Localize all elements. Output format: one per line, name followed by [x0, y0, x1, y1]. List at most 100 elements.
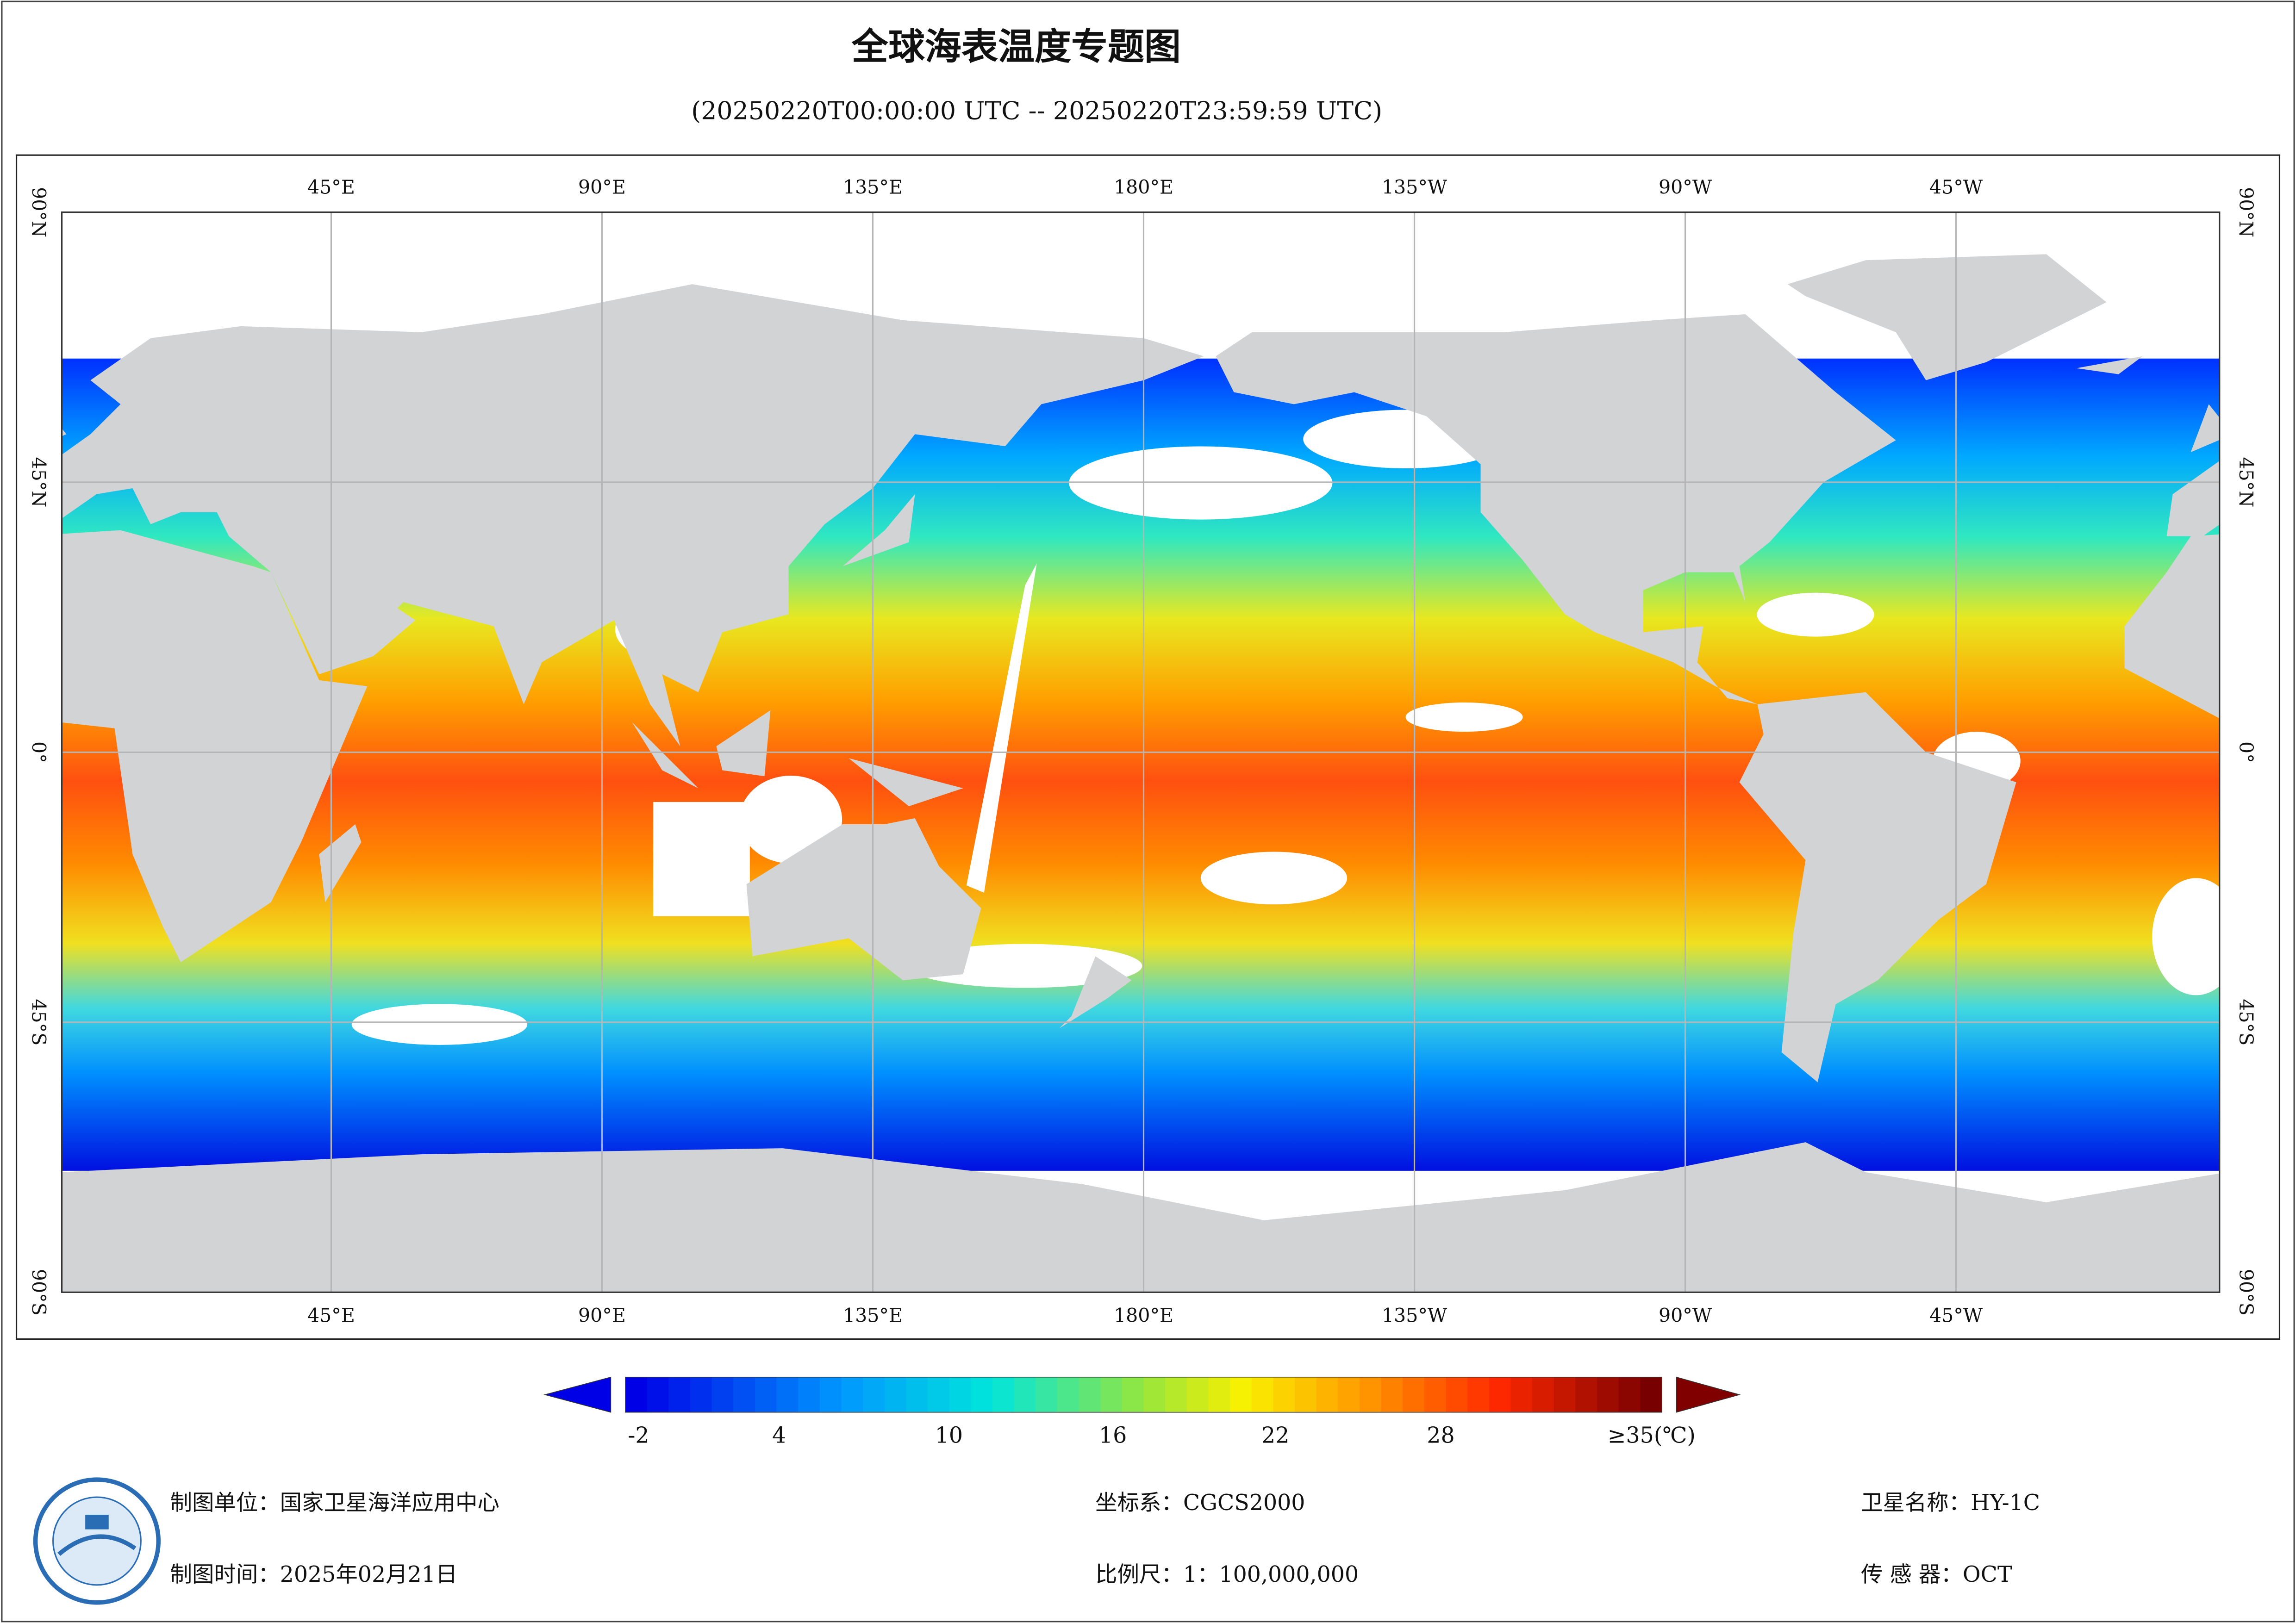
- land: [1059, 956, 1132, 1028]
- colorbar-swatch: [1079, 1377, 1101, 1412]
- colorbar-tick-label: 22: [1261, 1423, 1289, 1448]
- colorbar-swatch: [1510, 1377, 1533, 1412]
- colorbar-swatch: [625, 1377, 648, 1412]
- longitude-label: 90°W: [1659, 1305, 1712, 1327]
- latitude-label: 45°N: [2235, 457, 2257, 508]
- colorbar-swatch: [776, 1377, 799, 1412]
- colorbar-swatch: [1554, 1377, 1576, 1412]
- cloud-gap: [1757, 592, 1874, 637]
- colorbar-swatch: [1381, 1377, 1404, 1412]
- colorbar-swatch: [1446, 1377, 1468, 1412]
- colorbar-swatch: [1186, 1377, 1209, 1412]
- land: [1216, 314, 1896, 704]
- map-border: [61, 211, 2221, 1293]
- colorbar-swatch: [1230, 1377, 1252, 1412]
- land: [842, 494, 915, 566]
- colorbar-swatch: [647, 1377, 669, 1412]
- land: [62, 428, 67, 436]
- land: [319, 824, 362, 902]
- colorbar-swatch: [1208, 1377, 1231, 1412]
- colorbar-swatch: [1597, 1377, 1619, 1412]
- colorbar-swatch: [992, 1377, 1015, 1412]
- colorbar-tick-label: 10: [935, 1423, 963, 1448]
- longitude-label: 45°W: [1929, 176, 1983, 198]
- colorbar-swatch: [1489, 1377, 1511, 1412]
- colorbar-swatch: [1295, 1377, 1317, 1412]
- land: [62, 284, 1204, 746]
- land: [1739, 692, 2016, 1082]
- colorbar-swatch: [798, 1377, 820, 1412]
- colorbar-swatch: [1338, 1377, 1360, 1412]
- colorbar-swatch: [863, 1377, 885, 1412]
- colorbar-swatch: [1403, 1377, 1425, 1412]
- colorbar-swatch: [1143, 1377, 1166, 1412]
- sensor-name: 传 感 器：OCT: [1861, 1562, 2012, 1587]
- colorbar-swatch: [1122, 1377, 1144, 1412]
- colorbar-swatch: [1640, 1377, 1662, 1412]
- colorbar-swatch: [1424, 1377, 1447, 1412]
- colorbar-swatch: [1057, 1377, 1079, 1412]
- colorbar-tick-label: ≥35(℃): [1608, 1423, 1696, 1448]
- longitude-label: 135°W: [1382, 176, 1447, 198]
- mapping-unit: 制图单位：国家卫星海洋应用中心: [170, 1490, 499, 1516]
- coordinate-system: 坐标系：CGCS2000: [1095, 1490, 1305, 1516]
- map-scale: 比例尺：1：100,000,000: [1095, 1562, 1359, 1587]
- longitude-label: 135°E: [843, 176, 903, 198]
- logo: [33, 1477, 161, 1605]
- land: [716, 710, 771, 777]
- data-gap: [653, 802, 750, 916]
- colorbar-swatch: [1467, 1377, 1490, 1412]
- colorbar-swatch: [690, 1377, 712, 1412]
- longitude-label: 90°E: [578, 1305, 626, 1327]
- land: [2166, 460, 2220, 536]
- colorbar-swatch: [884, 1377, 907, 1412]
- latitude-label: 90°N: [27, 187, 50, 237]
- colorbar-swatch: [906, 1377, 929, 1412]
- colorbar-swatch: [971, 1377, 993, 1412]
- colorbar-swatch: [733, 1377, 755, 1412]
- colorbar-tick-label: 28: [1427, 1423, 1454, 1448]
- title: 全球海表温度专题图: [851, 25, 1181, 68]
- mapping-time: 制图时间：2025年02月21日: [170, 1562, 458, 1587]
- latitude-label: 90°S: [27, 1269, 50, 1316]
- colorbar-swatch: [1014, 1377, 1036, 1412]
- latitude-label: 45°S: [2235, 999, 2257, 1045]
- colorbar-swatch: [1036, 1377, 1058, 1412]
- latitude-label: 90°N: [2235, 187, 2257, 237]
- longitude-label: 45°W: [1929, 1305, 1983, 1327]
- colorbar-tick-label: 16: [1099, 1423, 1127, 1448]
- colorbar-swatch: [1316, 1377, 1339, 1412]
- colorbar-swatch: [819, 1377, 842, 1412]
- longitude-label: 180°E: [1114, 1305, 1173, 1327]
- longitude-label: 45°E: [307, 176, 355, 198]
- colorbar-swatch: [1575, 1377, 1597, 1412]
- land: [746, 818, 981, 981]
- colorbar-high-arrow: [1676, 1376, 1741, 1413]
- latitude-label: 45°S: [27, 999, 50, 1045]
- latitude-label: 0°: [2235, 741, 2257, 763]
- land: [62, 530, 368, 963]
- latitude-label: 90°S: [2235, 1269, 2257, 1316]
- cloud-gap: [1405, 702, 1523, 732]
- longitude-label: 90°E: [578, 176, 626, 198]
- land: [2124, 534, 2220, 719]
- latitude-label: 45°N: [27, 457, 50, 508]
- land: [849, 758, 963, 807]
- map: [62, 212, 2220, 1293]
- colorbar-swatch: [928, 1377, 950, 1412]
- colorbar-swatch: [1532, 1377, 1554, 1412]
- data-gap: [966, 563, 1037, 893]
- colorbar-swatch: [1273, 1377, 1295, 1412]
- longitude-label: 90°W: [1659, 176, 1712, 198]
- colorbar-swatch: [1618, 1377, 1641, 1412]
- land: [1787, 254, 2107, 380]
- colorbar-low-arrow: [543, 1376, 611, 1413]
- satellite-name: 卫星名称：HY-1C: [1861, 1490, 2040, 1516]
- colorbar-tick-label: -2: [628, 1423, 649, 1448]
- colorbar-border: [625, 1376, 1662, 1413]
- latitude-label: 0°: [27, 741, 50, 763]
- land: [2190, 404, 2220, 453]
- colorbar-swatch: [841, 1377, 864, 1412]
- cloud-gap: [1200, 852, 1348, 905]
